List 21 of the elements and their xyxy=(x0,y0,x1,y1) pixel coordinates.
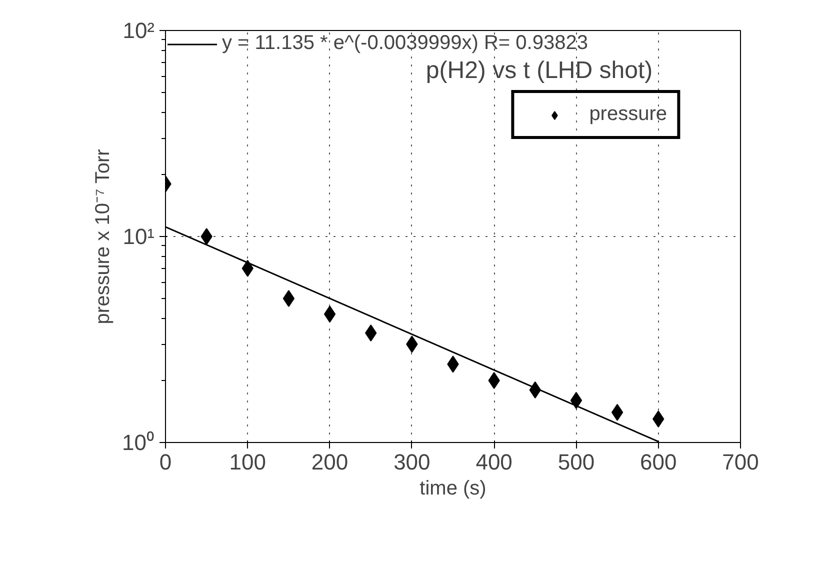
x-tick-label: 200 xyxy=(311,450,348,474)
y-axis-title: pressure x 10⁻⁷ Torr xyxy=(92,148,114,324)
y-tick-label: 10⁰ xyxy=(122,430,155,455)
point xyxy=(200,228,212,245)
legend-label: pressure xyxy=(589,103,667,126)
x-axis-title: time (s) xyxy=(420,478,486,500)
x-tick-label: 300 xyxy=(394,450,430,474)
legend-label: y = 11.135 * e^(-0.0039999x) R= 0.93823 xyxy=(222,32,588,55)
y-tick-label: 10² xyxy=(122,18,154,43)
x-tick-label: 0 xyxy=(159,450,172,474)
point xyxy=(324,306,336,323)
point xyxy=(570,392,582,409)
x-tick-label: 400 xyxy=(476,450,512,474)
text: p(H2) vs t (LHD shot) xyxy=(426,56,653,84)
point xyxy=(611,404,624,421)
x-tick-label: 600 xyxy=(640,450,677,474)
point xyxy=(282,290,295,308)
x-tick-label: 700 xyxy=(722,450,759,474)
x-tick-label: 500 xyxy=(558,450,595,474)
y-tick-label: 10¹ xyxy=(122,224,154,249)
x-tick-label: 100 xyxy=(229,450,266,474)
